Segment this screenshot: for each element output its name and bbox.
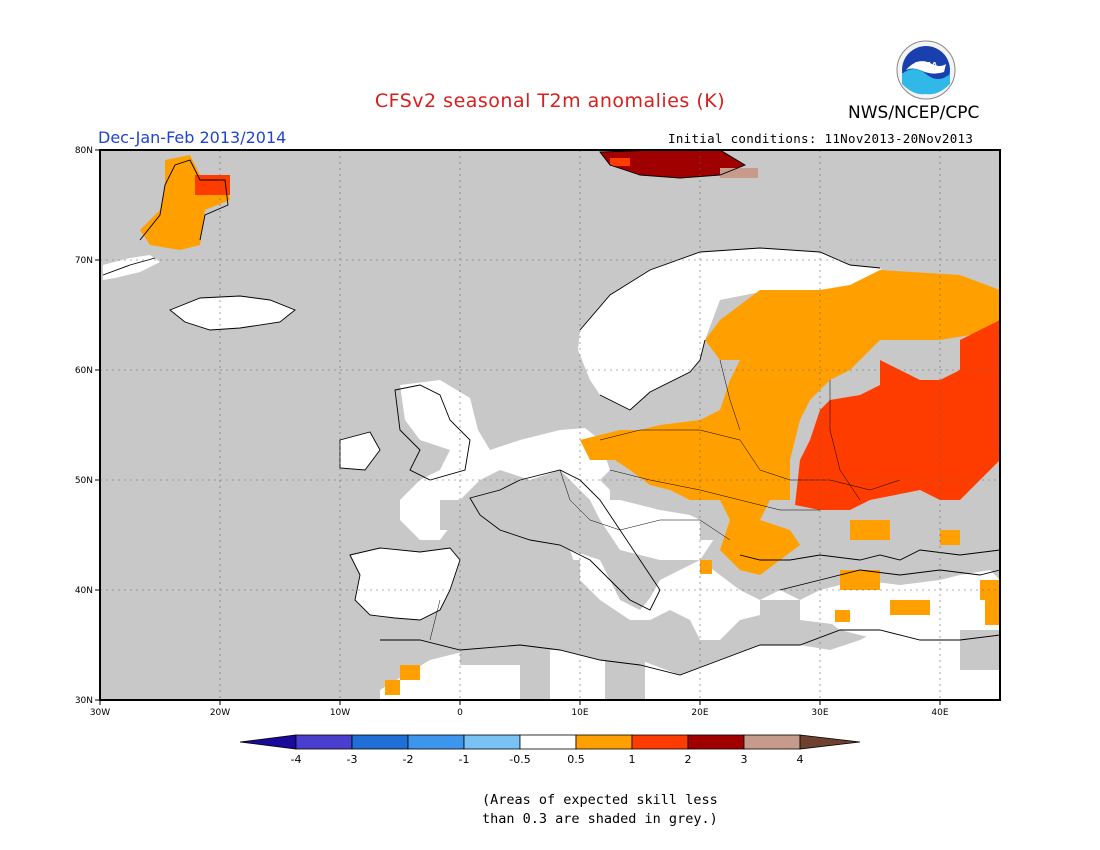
lon-label: 20E — [691, 708, 708, 718]
lat-tick-labels: 80N 70N 60N 50N 40N 30N — [75, 146, 93, 706]
colorbar-segment — [799, 734, 861, 750]
lon-label: 40E — [931, 708, 948, 718]
noaa-logo-text: NOAA — [915, 61, 938, 69]
low-skill-patches — [440, 470, 1000, 700]
initial-conditions: Initial conditions: 11Nov2013-20Nov2013 — [668, 131, 974, 146]
footnote-line-1: (Areas of expected skill less — [482, 792, 718, 808]
colorbar-segment — [575, 734, 633, 750]
colorbar-labels: -4 -3 -2 -1 -0.5 0.5 1 2 3 4 — [291, 753, 804, 766]
colorbar-segment — [463, 734, 521, 750]
lon-label: 0 — [457, 708, 463, 718]
map-gridlines — [100, 150, 1000, 700]
lat-label: 50N — [75, 476, 93, 486]
forecast-period: Dec-Jan-Feb 2013/2014 — [98, 128, 287, 147]
lon-label: 10E — [571, 708, 588, 718]
colorbar-label: 3 — [741, 753, 748, 766]
colorbar-label: 4 — [797, 753, 804, 766]
noaa-logo: NOAA — [896, 40, 956, 100]
colorbar-label: -3 — [347, 753, 358, 766]
lat-label: 80N — [75, 146, 93, 156]
colorbar-segment — [687, 734, 745, 750]
colorbar — [239, 734, 861, 750]
colorbar-label: 2 — [685, 753, 692, 766]
anomaly-map: 30W 20W 10W 0 10E 20E 30E 40E 80N 70N 60… — [75, 146, 1001, 766]
colorbar-segment — [407, 734, 465, 750]
colorbar-label: 0.5 — [567, 753, 585, 766]
colorbar-segment — [519, 734, 577, 750]
colorbar-segment — [239, 734, 297, 750]
lon-label: 30W — [90, 708, 110, 718]
lon-label: 10W — [330, 708, 350, 718]
colorbar-segment — [295, 734, 353, 750]
colorbar-label: 1 — [629, 753, 636, 766]
colorbar-segment — [351, 734, 409, 750]
colorbar-segment — [631, 734, 689, 750]
colorbar-label: -4 — [291, 753, 302, 766]
lat-label: 40N — [75, 586, 93, 596]
lat-label: 60N — [75, 366, 93, 376]
lon-label: 20W — [210, 708, 230, 718]
lat-label: 70N — [75, 256, 93, 266]
lon-tick-labels: 30W 20W 10W 0 10E 20E 30E 40E — [90, 708, 949, 718]
colorbar-label: -0.5 — [509, 753, 530, 766]
agency-label: NWS/NCEP/CPC — [848, 103, 980, 123]
lat-ticks — [95, 149, 100, 701]
anomaly-dark-red — [600, 150, 758, 178]
colorbar-segment — [743, 734, 801, 750]
chart-title: CFSv2 seasonal T2m anomalies (K) — [374, 90, 726, 112]
lon-ticks — [99, 700, 941, 705]
colorbar-label: -1 — [459, 753, 470, 766]
lon-label: 30E — [811, 708, 828, 718]
colorbar-label: -2 — [403, 753, 414, 766]
footnote-line-2: than 0.3 are shaded in grey.) — [482, 811, 718, 827]
lat-label: 30N — [75, 696, 93, 706]
country-borders — [429, 359, 901, 641]
map-frame — [99, 149, 1001, 701]
